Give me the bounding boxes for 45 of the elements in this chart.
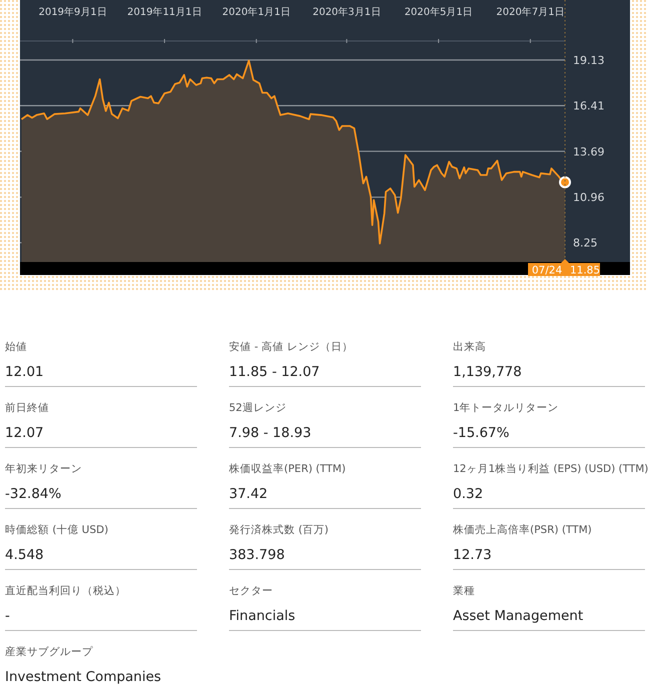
y-tick-label: 19.13: [573, 54, 604, 67]
text: -32.84%: [5, 486, 62, 504]
text: 1,139,778: [453, 364, 523, 382]
text: セクター: [229, 584, 274, 598]
text: 383.798: [229, 547, 286, 565]
text: -15.67%: [453, 425, 510, 443]
text: 年初来リターン: [5, 462, 83, 476]
text: 4.548: [5, 547, 45, 565]
x-tick-label: 2020年5月1日: [404, 6, 473, 18]
text: 前日終値: [5, 401, 50, 415]
text: 12.07: [5, 425, 45, 443]
text: Asset Management: [453, 608, 584, 626]
text: 1年トータルリターン: [453, 401, 560, 415]
text: Investment Companies: [5, 669, 162, 685]
text: 12ヶ月1株当り利益 (EPS) (USD) (TTM): [453, 462, 648, 476]
text: 出来高: [453, 340, 487, 354]
y-tick-label: 8.25: [573, 236, 598, 250]
text: 直近配当利回り（税込）: [5, 584, 127, 598]
x-tick-label: 2020年3月1日: [312, 6, 381, 18]
text: 安値 - 高値 レンジ（日）: [229, 340, 354, 354]
y-tick-label: 10.96: [573, 191, 604, 204]
text: 12.73: [453, 547, 493, 565]
text: 0.32: [453, 486, 484, 504]
text: 37.42: [229, 486, 269, 504]
x-tick-label: 2019年9月1日: [38, 6, 107, 18]
text: 52週レンジ: [229, 401, 288, 415]
text: 時価総額 (十億 USD): [5, 523, 110, 537]
text: 株価売上高倍率(PSR) (TTM): [453, 523, 593, 537]
text: 12.01: [5, 364, 45, 382]
text: 07/24: [532, 264, 562, 276]
x-tick-label: 2020年7月1日: [496, 6, 564, 18]
y-tick-label: 13.69: [573, 145, 604, 158]
text: 11.85: [570, 264, 600, 276]
text: 7.98 - 18.93: [229, 425, 312, 443]
text: 業種: [453, 584, 476, 598]
text: -: [5, 608, 11, 626]
x-tick-label: 2019年11月1日: [127, 6, 202, 18]
text: 11.85 - 12.07: [229, 364, 321, 382]
y-tick-label: 16.41: [573, 100, 604, 113]
text: 産業サブグループ: [5, 645, 94, 659]
text: 始値: [5, 340, 28, 354]
text: 発行済株式数 (百万): [229, 523, 330, 537]
x-tick-label: 2020年1月1日: [222, 6, 290, 18]
text: 株価収益率(PER) (TTM): [229, 462, 347, 476]
text: Financials: [229, 608, 296, 626]
